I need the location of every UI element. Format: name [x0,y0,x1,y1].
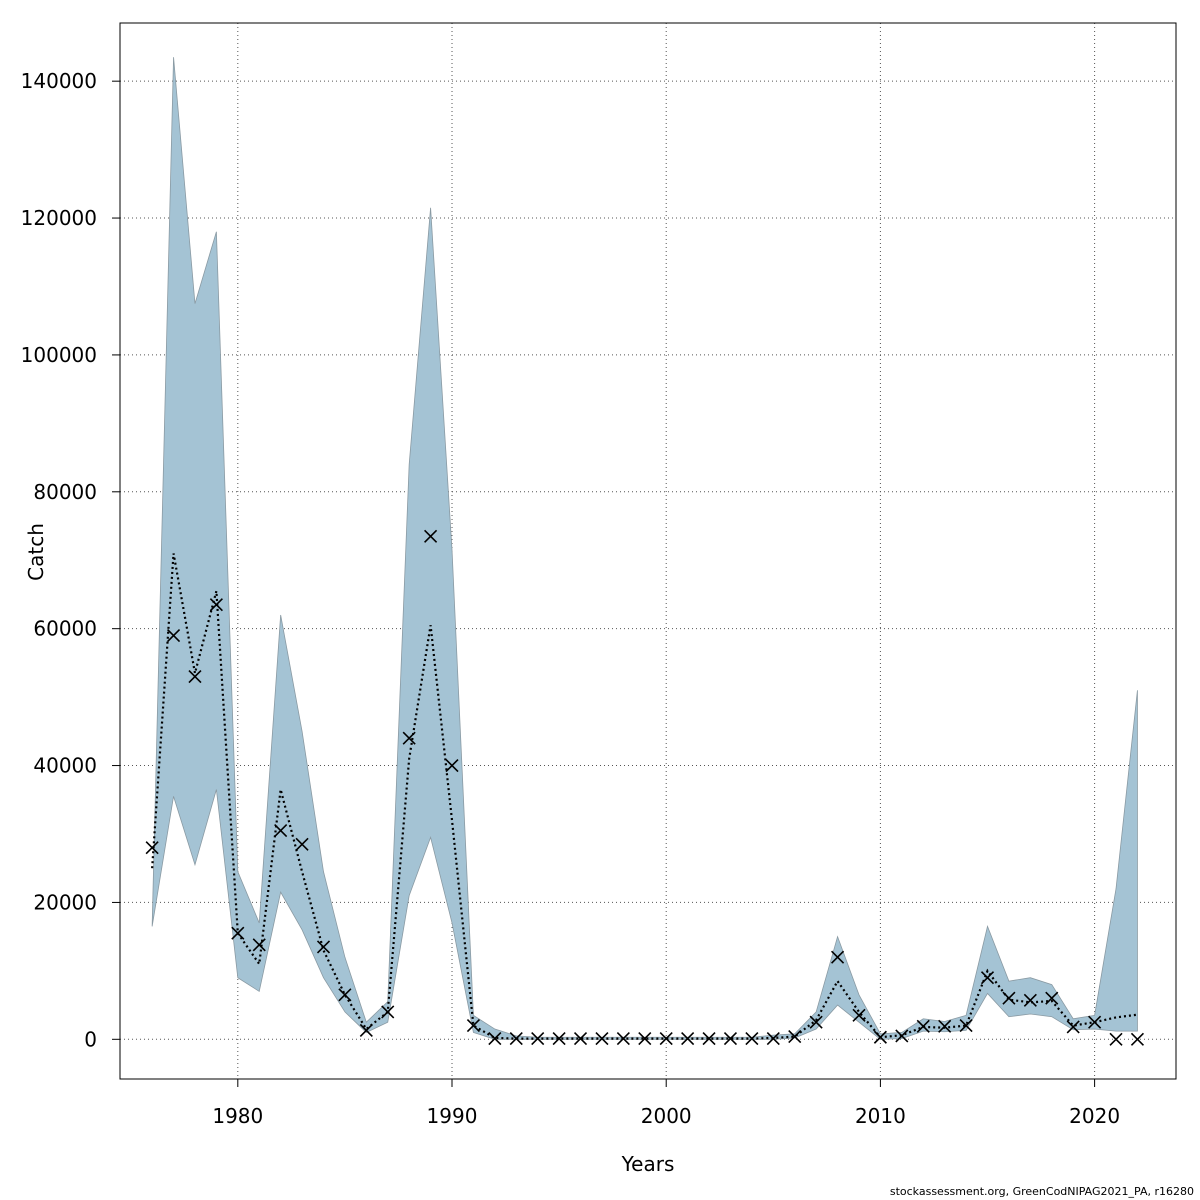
observed-point-2001 [681,1032,695,1046]
observed-point-1982 [274,824,288,838]
observed-point-1977 [166,628,181,643]
y-axis: 0 20000 40000 60000 80000 100000 120000 140000 [21,69,120,1051]
observed-point-1991 [466,1019,480,1033]
observed-point-2005 [766,1032,780,1046]
y-tick-label-0: 0 [84,1027,97,1051]
observed-point-1990 [445,758,459,773]
observed-point-2000 [659,1032,673,1046]
confidence-band [151,57,1138,1040]
observed-point-2009 [852,1008,866,1022]
observed-point-2004 [745,1032,759,1046]
observed-point-2012 [916,1019,930,1033]
observed-point-2002 [702,1032,716,1046]
x-tick-label-1: 1990 [427,1104,478,1128]
y-tick-label-2: 40000 [33,754,97,778]
observed-point-2008 [831,950,845,964]
observed-point-1978 [188,670,202,684]
y-tick-label-6: 120000 [21,206,97,230]
observed-point-2015 [980,971,995,985]
observed-point-1985 [338,988,352,1002]
grid-lines [120,23,1176,1079]
observed-point-1999 [638,1032,652,1046]
observed-point-2020 [1088,1015,1102,1029]
x-axis-title: Years [621,1152,675,1176]
observed-point-1998 [616,1032,630,1046]
observed-point-2011 [895,1029,909,1043]
observed-point-2003 [723,1032,738,1046]
observed-point-2019 [1066,1020,1080,1034]
y-tick-label-5: 100000 [21,343,97,367]
confidence-band-area [151,57,1138,1040]
observed-point-2007 [809,1015,823,1029]
observed-point-1984 [316,940,331,954]
observed-point-1976 [145,841,159,855]
observed-point-1992 [488,1032,502,1046]
y-tick-label-1: 20000 [33,890,97,914]
observed-point-1980 [231,926,245,940]
observed-markers [145,529,1145,1046]
y-axis-title: Catch [24,523,48,581]
observed-point-1997 [595,1032,609,1046]
x-tick-label-2: 2000 [641,1104,692,1128]
y-tick-label-4: 80000 [33,480,97,504]
observed-point-2021 [1109,1032,1123,1046]
observed-point-2006 [788,1030,802,1044]
observed-point-1986 [359,1023,373,1037]
observed-point-2017 [1023,993,1037,1007]
x-tick-label-0: 1980 [212,1104,263,1128]
observed-point-2016 [1002,991,1016,1005]
x-tick-label-4: 2020 [1069,1104,1120,1128]
observed-point-2013 [938,1019,952,1033]
observed-point-1983 [295,837,309,851]
y-tick-label-7: 140000 [21,69,97,93]
observed-point-1993 [509,1032,523,1046]
observed-point-1996 [573,1032,588,1046]
credit-text: stockassessment.org, GreenCodNIPAG2021_P… [889,1185,1194,1198]
x-axis: 1980 1990 2000 2010 2020 [212,1079,1120,1128]
observed-point-2010 [873,1030,887,1044]
observed-point-1994 [531,1032,545,1046]
observed-point-2018 [1045,991,1059,1005]
observed-point-1995 [552,1032,566,1046]
observed-point-2014 [959,1019,973,1033]
plot-frame [119,22,1177,1080]
observed-point-1989 [424,529,438,543]
x-tick-label-3: 2010 [855,1104,906,1128]
observed-point-1988 [402,731,416,745]
observed-point-1981 [252,938,266,952]
observed-point-2022 [1130,1032,1145,1046]
observed-point-1987 [381,1005,395,1019]
y-tick-label-3: 60000 [33,617,97,641]
observed-point-1979 [209,598,223,612]
